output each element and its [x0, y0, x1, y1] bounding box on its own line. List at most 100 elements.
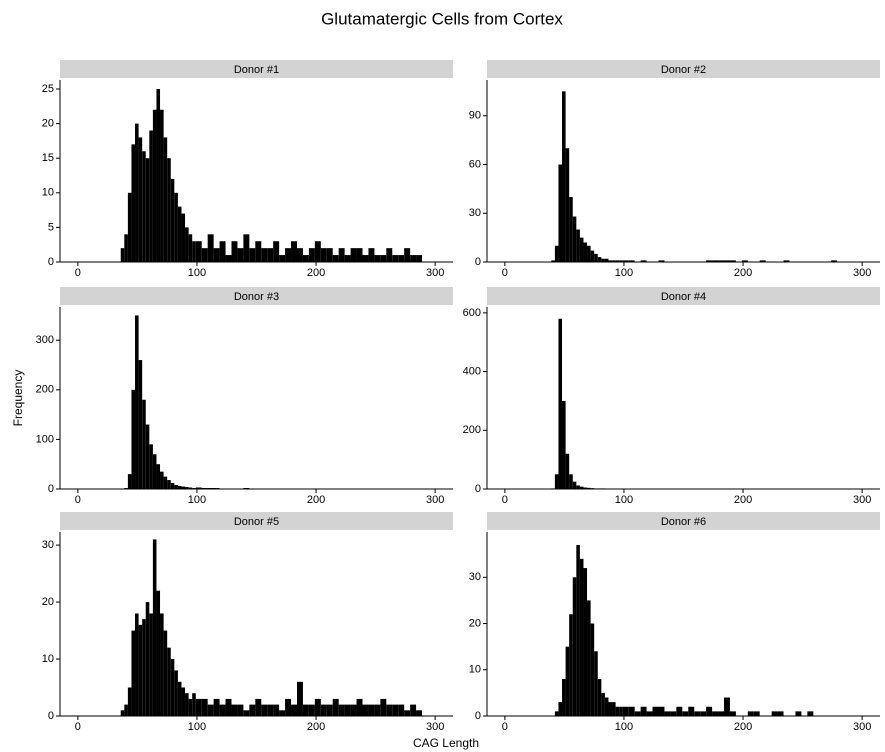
- bar: [628, 260, 635, 262]
- bar: [249, 248, 256, 262]
- y-tick-label: 20: [42, 596, 54, 608]
- strip: [487, 287, 880, 305]
- bar: [718, 260, 724, 262]
- x-tick-label: 300: [853, 721, 871, 733]
- y-tick-label: 10: [42, 187, 54, 199]
- x-tick-label: 200: [734, 267, 752, 279]
- bar: [795, 711, 802, 716]
- x-tick-label: 200: [734, 494, 752, 506]
- bar: [185, 227, 189, 262]
- bar: [279, 710, 286, 716]
- bar: [723, 697, 730, 716]
- bar: [267, 704, 274, 716]
- bar: [682, 711, 689, 716]
- bar: [163, 137, 168, 262]
- bar: [207, 704, 214, 716]
- bar: [579, 486, 584, 489]
- bar: [138, 137, 143, 262]
- bar: [576, 485, 580, 489]
- bar: [127, 192, 132, 262]
- bar: [192, 693, 196, 716]
- bar: [120, 710, 125, 716]
- bar: [597, 679, 602, 716]
- bar: [160, 109, 164, 262]
- bar: [291, 704, 297, 716]
- bar: [326, 704, 333, 716]
- bar: [608, 702, 613, 716]
- bar: [219, 241, 226, 262]
- bar: [174, 192, 178, 262]
- bar: [273, 704, 280, 716]
- bar: [634, 711, 641, 716]
- bar: [135, 123, 139, 262]
- bar: [723, 260, 730, 262]
- chart-title: Glutamatergic Cells from Cortex: [321, 9, 563, 28]
- bar: [558, 318, 563, 489]
- bar: [207, 234, 214, 262]
- bar: [160, 613, 164, 716]
- bar: [658, 260, 665, 262]
- bar: [576, 229, 580, 262]
- panel-title: Donor #3: [234, 291, 279, 303]
- bar: [124, 234, 128, 262]
- bar: [569, 474, 573, 489]
- bar: [583, 568, 588, 716]
- bar: [131, 389, 136, 489]
- bar: [201, 698, 208, 716]
- bar: [604, 258, 609, 262]
- bar: [572, 481, 577, 489]
- bar: [594, 253, 598, 262]
- bar: [338, 704, 345, 716]
- bar: [646, 711, 653, 716]
- bar: [771, 711, 778, 716]
- x-tick-label: 0: [75, 494, 81, 506]
- x-tick-label: 0: [75, 721, 81, 733]
- bar: [368, 704, 375, 716]
- x-tick-label: 100: [615, 494, 633, 506]
- bar: [225, 255, 232, 262]
- bar: [273, 241, 280, 262]
- bar: [712, 711, 719, 716]
- bar: [597, 257, 602, 262]
- bar: [612, 702, 616, 716]
- panel-title: Donor #5: [234, 516, 279, 528]
- bar: [237, 248, 244, 262]
- y-tick-label: 300: [36, 334, 54, 346]
- bar: [374, 255, 381, 262]
- bar: [177, 681, 182, 716]
- y-tick-label: 30: [42, 539, 54, 551]
- bar: [188, 698, 193, 716]
- bar: [261, 248, 268, 262]
- bar: [302, 255, 309, 262]
- bar: [195, 487, 202, 489]
- bar: [615, 260, 620, 262]
- bar: [308, 704, 315, 716]
- y-axis-label: Frequency: [11, 370, 25, 427]
- y-tick-label: 20: [469, 617, 481, 629]
- bar: [332, 698, 339, 716]
- bar: [554, 245, 559, 262]
- strip: [60, 512, 453, 530]
- y-tick-label: 0: [475, 710, 481, 722]
- bar: [332, 255, 339, 262]
- bar: [783, 260, 790, 262]
- bar: [120, 248, 125, 262]
- bar: [590, 250, 595, 262]
- bar: [576, 544, 580, 716]
- bar: [167, 647, 171, 716]
- strip: [487, 512, 880, 530]
- bar: [237, 704, 244, 716]
- bar: [398, 255, 405, 262]
- bar: [170, 178, 175, 262]
- bar: [759, 260, 766, 262]
- bar: [127, 687, 132, 716]
- panel-title: Donor #6: [661, 516, 706, 528]
- bar: [622, 706, 629, 716]
- y-tick-label: 0: [48, 256, 54, 268]
- bar: [380, 698, 387, 716]
- bar: [344, 255, 351, 262]
- bar: [410, 255, 417, 262]
- bar: [156, 88, 161, 262]
- bar: [213, 248, 220, 262]
- strip: [487, 60, 880, 78]
